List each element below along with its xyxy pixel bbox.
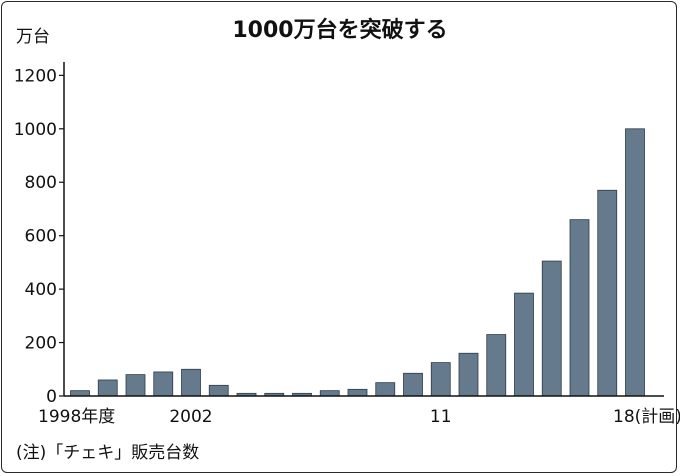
bar-13 xyxy=(486,334,507,397)
bar-18(計画) xyxy=(625,128,645,397)
x-tick-labels: 1998年度 2002 11 18(計画) xyxy=(38,407,680,427)
bar-1998年度 xyxy=(70,390,90,397)
y-tick-label: 0 xyxy=(46,387,57,407)
chart-title: 1000万台を突破する xyxy=(232,17,447,43)
y-tick-label: 1200 xyxy=(14,66,57,86)
bar-1999 xyxy=(97,379,118,397)
y-tick-label: 800 xyxy=(25,173,57,193)
y-tick-label: 200 xyxy=(25,334,57,354)
bar-2007 xyxy=(319,390,340,397)
bar-12 xyxy=(458,352,479,397)
bar-15 xyxy=(541,260,562,397)
bar-2003 xyxy=(208,384,229,397)
bar-17 xyxy=(597,189,618,397)
y-tick-label: 1000 xyxy=(14,120,57,140)
footnote: (注)「チェキ」販売台数 xyxy=(16,443,199,463)
x-tick-label: 1998年度 xyxy=(38,407,115,427)
y-tick-labels: 1200 1000 800 600 400 200 0 xyxy=(14,66,64,407)
bar-2002 xyxy=(181,368,201,397)
bar-11 xyxy=(430,362,451,397)
y-tick-label: 400 xyxy=(25,280,57,300)
x-tick-label: 11 xyxy=(430,407,452,427)
y-unit-label: 万台 xyxy=(16,27,50,47)
bar-2008 xyxy=(347,388,368,397)
bar-2010 xyxy=(403,372,423,397)
bar-16 xyxy=(569,219,590,397)
x-tick-label: 18(計画) xyxy=(613,407,680,427)
bar-2009 xyxy=(375,382,396,397)
bar-2000 xyxy=(125,374,146,397)
y-tick-label: 600 xyxy=(25,227,57,247)
x-tick-label: 2002 xyxy=(169,407,212,427)
bars xyxy=(70,128,645,397)
bar-14 xyxy=(514,292,534,397)
bar-2001 xyxy=(153,371,174,397)
